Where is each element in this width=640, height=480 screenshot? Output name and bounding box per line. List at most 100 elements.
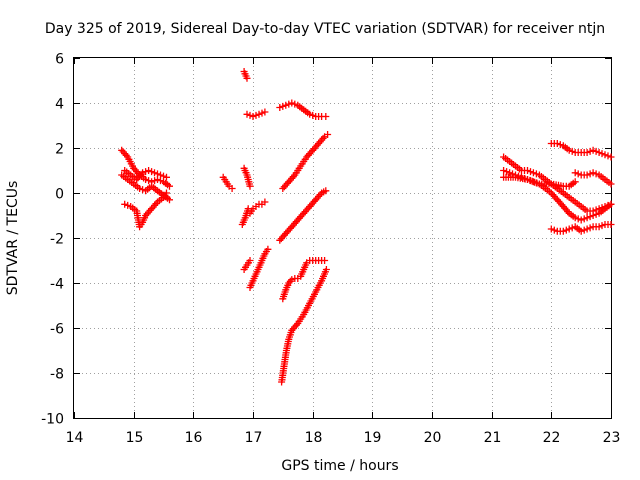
grid [74,58,611,418]
data-point [283,179,291,187]
y-axis-label: SDTVAR / TECUs [5,181,21,296]
series-arc-d4 [547,140,615,161]
data-point [322,266,330,273]
data-point [261,108,269,116]
series-arc-a4 [121,189,170,231]
plot-frame [73,57,612,419]
series-arc-c1 [276,99,330,120]
x-tick-label: 16 [185,430,203,446]
data-point [261,198,269,206]
data-point [255,110,263,118]
series-arc-b7 [240,257,254,273]
axis-ticks [74,58,612,419]
data-point [607,200,615,208]
data-point [524,167,531,174]
x-tick-label: 14 [66,430,84,446]
y-tick-label: -2 [50,232,64,248]
series-arc-b4 [238,205,252,228]
data-point [160,172,167,180]
data-point [583,225,591,233]
data-point [124,201,132,209]
series-arc-c4 [279,257,329,303]
series-arc-d5 [571,169,615,188]
data-point [598,222,606,230]
data-point [145,177,153,185]
x-tick-label: 21 [484,430,502,446]
data-point [322,113,330,120]
data-point [550,226,558,234]
data-point [583,214,591,222]
y-tick-label: 2 [55,142,64,158]
data-point [288,99,296,107]
data-point [583,149,591,156]
series-arc-c5 [278,266,330,386]
data-point [151,169,158,177]
data-point [136,185,144,192]
data-point [121,200,129,208]
data-point [574,170,582,178]
data-point [321,257,329,264]
data-point [553,196,561,204]
series-arc-b1 [219,173,236,192]
data-point [553,140,561,147]
x-tick-label: 23 [603,430,621,446]
data-point [148,205,156,213]
data-point [249,113,257,120]
data-point [589,169,597,177]
data-point [157,171,164,179]
y-tick-label: 4 [55,97,64,113]
y-tick-label: -8 [50,367,64,383]
series-arc-c2 [279,131,332,192]
data-point [568,147,576,155]
data-point [166,196,173,204]
data-point [601,151,609,159]
y-tick-label: 6 [55,52,64,68]
data-point [243,74,251,82]
data-point [166,182,173,190]
data-point [529,169,537,177]
data-point [279,102,287,110]
x-tick-label: 17 [245,430,263,446]
data-point [500,167,508,174]
x-tick-label: 20 [424,430,442,446]
series-arc-b2 [240,68,251,82]
x-tick-label: 15 [126,430,144,446]
data-point [565,225,573,233]
data-point [574,215,582,223]
data-point [264,245,272,253]
data-point [246,182,254,190]
data-point [571,169,579,177]
data-point [607,153,615,161]
data-point [306,110,314,118]
series-arc-d6 [547,221,615,235]
data-point [571,214,579,222]
data-point [309,111,317,119]
data-point [142,176,150,183]
data-point [586,213,594,221]
data-point [291,100,299,108]
data-point [565,146,573,154]
data-point [285,100,293,108]
y-tick-label: -10 [41,412,64,428]
data-point [139,169,147,177]
series-arc-d3 [500,173,579,190]
data-point [607,180,615,188]
series-arc-b5 [243,108,269,120]
data-point [324,131,332,138]
chart-title: Day 325 of 2019, Sidereal Day-to-day VTE… [45,21,605,37]
data-point [607,221,615,228]
data-point [246,111,254,119]
x-tick-label: 22 [543,430,561,446]
data-point [243,110,251,118]
data-point [577,227,585,235]
y-tick-label: -4 [50,277,64,293]
y-tick-label: 0 [55,187,64,203]
data-point [142,168,150,176]
data-point [586,170,594,178]
data-point [282,101,290,109]
data-point [288,276,296,284]
data-point [307,148,315,156]
data-point [586,147,594,155]
x-tick-label: 19 [364,430,382,446]
data-point [137,170,145,178]
